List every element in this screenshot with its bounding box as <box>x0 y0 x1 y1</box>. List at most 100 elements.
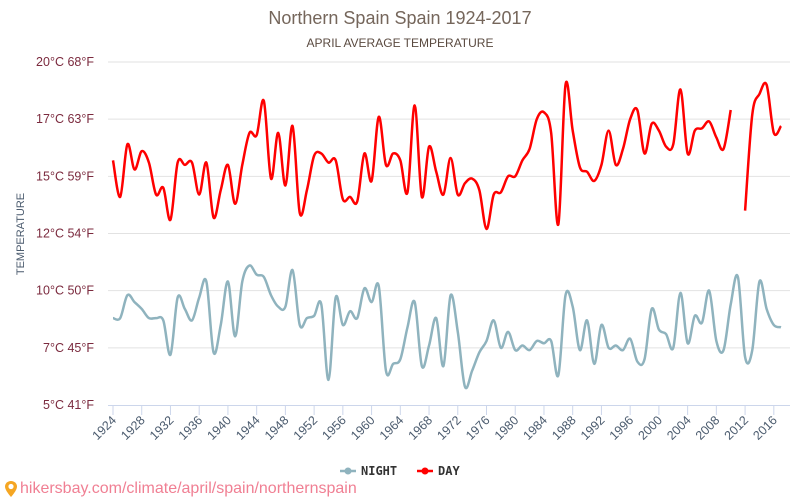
data-point-night[interactable] <box>304 315 310 321</box>
data-point-day[interactable] <box>742 208 748 214</box>
data-point-night[interactable] <box>527 347 533 353</box>
data-point-night[interactable] <box>778 324 784 330</box>
data-point-day[interactable] <box>498 189 504 195</box>
data-point-day[interactable] <box>728 107 734 113</box>
data-point-day[interactable] <box>246 130 252 136</box>
data-point-day[interactable] <box>663 144 669 150</box>
data-point-night[interactable] <box>721 347 727 353</box>
data-point-day[interactable] <box>311 153 317 159</box>
data-point-night[interactable] <box>268 292 274 298</box>
data-point-day[interactable] <box>778 123 784 129</box>
data-point-night[interactable] <box>433 315 439 321</box>
data-point-day[interactable] <box>282 182 288 188</box>
data-point-night[interactable] <box>713 338 719 344</box>
data-point-day[interactable] <box>440 192 446 198</box>
data-point-day[interactable] <box>369 178 375 184</box>
data-point-night[interactable] <box>476 349 482 355</box>
data-point-day[interactable] <box>642 150 648 156</box>
data-point-day[interactable] <box>448 155 454 161</box>
data-point-day[interactable] <box>426 144 432 150</box>
data-point-night[interactable] <box>261 274 267 280</box>
data-point-day[interactable] <box>110 157 116 163</box>
data-point-night[interactable] <box>677 290 683 296</box>
data-point-night[interactable] <box>404 324 410 330</box>
data-point-day[interactable] <box>153 192 159 198</box>
data-point-day[interactable] <box>347 194 353 200</box>
data-point-day[interactable] <box>756 91 762 97</box>
data-point-night[interactable] <box>203 279 209 285</box>
data-point-day[interactable] <box>268 176 274 182</box>
data-point-day[interactable] <box>670 141 676 147</box>
data-point-night[interactable] <box>462 384 468 390</box>
data-point-night[interactable] <box>563 292 569 298</box>
data-point-day[interactable] <box>713 134 719 140</box>
data-point-day[interactable] <box>606 128 612 134</box>
data-point-night[interactable] <box>606 345 612 351</box>
data-point-day[interactable] <box>462 180 468 186</box>
data-point-night[interactable] <box>182 306 188 312</box>
data-point-day[interactable] <box>534 116 540 122</box>
data-point-day[interactable] <box>232 201 238 207</box>
data-point-day[interactable] <box>383 162 389 168</box>
data-point-day[interactable] <box>570 128 576 134</box>
data-point-day[interactable] <box>706 118 712 124</box>
data-point-night[interactable] <box>225 279 231 285</box>
data-point-day[interactable] <box>361 150 367 156</box>
data-point-night[interactable] <box>663 331 669 337</box>
data-point-night[interactable] <box>649 306 655 312</box>
data-point-day[interactable] <box>620 146 626 152</box>
data-point-night[interactable] <box>325 377 331 383</box>
data-point-night[interactable] <box>275 304 281 310</box>
data-point-night[interactable] <box>613 343 619 349</box>
data-point-night[interactable] <box>290 267 296 273</box>
data-point-day[interactable] <box>699 125 705 131</box>
data-point-night[interactable] <box>354 315 360 321</box>
data-point-night[interactable] <box>390 361 396 367</box>
data-point-night[interactable] <box>239 279 245 285</box>
data-point-night[interactable] <box>764 306 770 312</box>
data-point-night[interactable] <box>383 368 389 374</box>
data-point-night[interactable] <box>756 279 762 285</box>
data-point-night[interactable] <box>570 304 576 310</box>
data-point-day[interactable] <box>491 192 497 198</box>
data-point-day[interactable] <box>412 102 418 108</box>
data-point-day[interactable] <box>218 187 224 193</box>
data-point-day[interactable] <box>404 189 410 195</box>
data-point-night[interactable] <box>211 349 217 355</box>
data-point-night[interactable] <box>196 295 202 301</box>
data-point-day[interactable] <box>677 86 683 92</box>
data-point-night[interactable] <box>620 347 626 353</box>
data-point-day[interactable] <box>376 114 382 120</box>
data-point-day[interactable] <box>325 160 331 166</box>
data-point-night[interactable] <box>110 315 116 321</box>
data-point-day[interactable] <box>541 109 547 115</box>
data-point-night[interactable] <box>591 361 597 367</box>
data-point-night[interactable] <box>728 301 734 307</box>
data-point-day[interactable] <box>721 146 727 152</box>
legend-item-day[interactable]: DAY <box>417 464 460 478</box>
data-point-night[interactable] <box>498 345 504 351</box>
data-point-night[interactable] <box>311 313 317 319</box>
data-point-night[interactable] <box>318 301 324 307</box>
data-point-day[interactable] <box>175 160 181 166</box>
data-point-night[interactable] <box>491 317 497 323</box>
data-point-night[interactable] <box>412 299 418 305</box>
data-point-day[interactable] <box>254 132 260 138</box>
data-point-night[interactable] <box>132 299 138 305</box>
data-point-day[interactable] <box>527 146 533 152</box>
data-point-night[interactable] <box>577 347 583 353</box>
data-point-night[interactable] <box>333 295 339 301</box>
data-point-night[interactable] <box>771 322 777 328</box>
data-point-night[interactable] <box>448 292 454 298</box>
data-point-day[interactable] <box>132 166 138 172</box>
data-point-day[interactable] <box>390 150 396 156</box>
data-point-night[interactable] <box>598 322 604 328</box>
data-point-night[interactable] <box>218 322 224 328</box>
data-point-night[interactable] <box>692 313 698 319</box>
data-point-day[interactable] <box>189 160 195 166</box>
data-point-day[interactable] <box>649 121 655 127</box>
data-point-night[interactable] <box>742 354 748 360</box>
data-point-night[interactable] <box>254 272 260 278</box>
data-point-day[interactable] <box>764 82 770 88</box>
data-point-day[interactable] <box>512 173 518 179</box>
